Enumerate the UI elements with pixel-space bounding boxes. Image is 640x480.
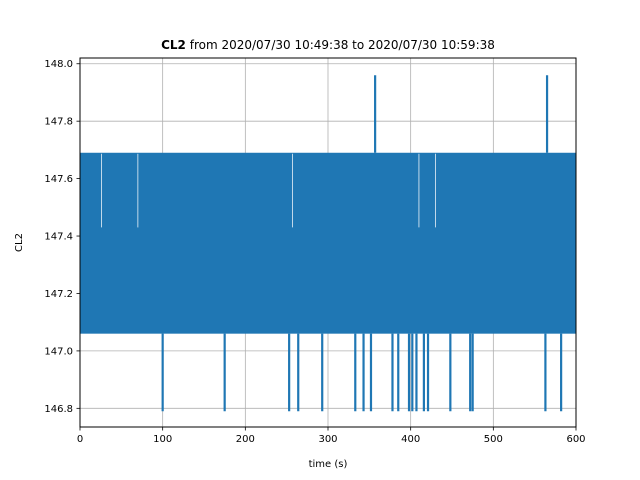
- y-tick-label: 147.6: [44, 174, 73, 185]
- y-tick-label: 147.0: [44, 346, 73, 357]
- x-tick-label: 100: [153, 434, 172, 445]
- y-axis-label: CL2: [14, 233, 25, 252]
- plot-area: [80, 75, 576, 412]
- x-tick-label: 500: [484, 434, 503, 445]
- x-axis: 0 100 200 300 400 500 600: [77, 427, 586, 445]
- chart-title-rest: from 2020/07/30 10:49:38 to 2020/07/30 1…: [186, 38, 495, 52]
- x-tick-label: 300: [318, 434, 337, 445]
- chart-title: CL2 from 2020/07/30 10:49:38 to 2020/07/…: [161, 38, 495, 52]
- x-tick-label: 600: [566, 434, 585, 445]
- y-axis: 146.8 147.0 147.2 147.4 147.6 147.8 148.0: [44, 59, 80, 415]
- x-tick-label: 400: [401, 434, 420, 445]
- x-tick-label: 200: [236, 434, 255, 445]
- x-tick-label: 0: [77, 434, 83, 445]
- series-line: [80, 75, 576, 412]
- y-tick-label: 148.0: [44, 59, 73, 70]
- y-tick-label: 147.8: [44, 117, 73, 128]
- series-oscillation-band: [80, 152, 576, 334]
- x-axis-label: time (s): [309, 459, 348, 470]
- y-tick-label: 146.8: [44, 404, 73, 415]
- y-tick-label: 147.2: [44, 289, 73, 300]
- chart-title-bold: CL2: [161, 38, 186, 52]
- y-tick-label: 147.4: [44, 232, 73, 243]
